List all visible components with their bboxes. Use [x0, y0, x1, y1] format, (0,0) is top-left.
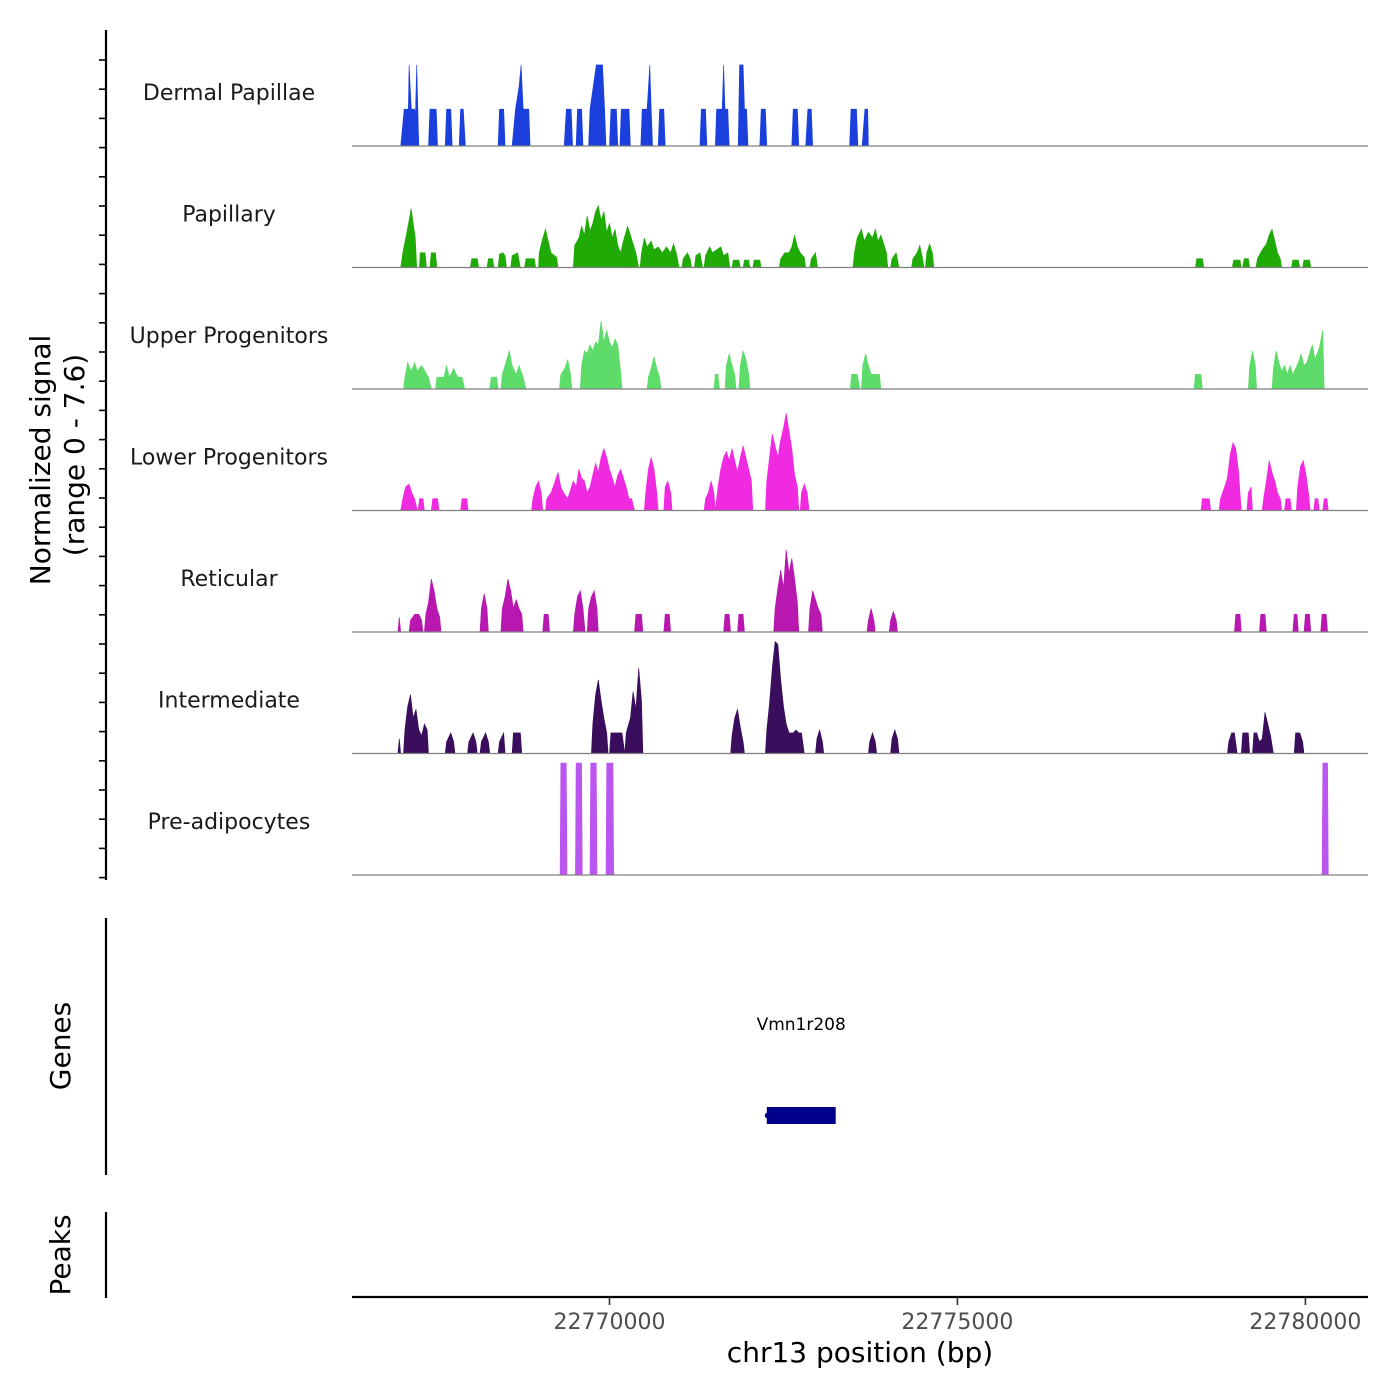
track-label: Intermediate	[158, 689, 300, 714]
track-papillary: Papillary	[182, 203, 1368, 269]
track-upper-progenitors: Upper Progenitors	[130, 321, 1368, 390]
x-axis-ticks: 22770000 22775000 22780000	[554, 1297, 1361, 1335]
track-reticular: Reticular	[180, 549, 1368, 633]
track-label: Reticular	[180, 567, 278, 592]
gene-strand-marker	[764, 1112, 771, 1119]
y-axis-range: (range 0 - 7.6)	[58, 354, 91, 556]
track-pre-adipocytes: Pre-adipocytes	[148, 762, 1368, 876]
track-lower-progenitors: Lower Progenitors	[130, 413, 1368, 512]
track-label: Dermal Papillae	[143, 81, 315, 106]
genes-panel-title: Genes	[44, 1002, 77, 1090]
coverage-area	[400, 64, 869, 147]
coverage-area	[403, 321, 1325, 390]
coverage-area	[397, 549, 1328, 633]
coverage-area	[397, 640, 1305, 754]
x-tick-label: 22775000	[901, 1310, 1013, 1335]
coverage-area	[400, 413, 1329, 511]
y-axis-title: Normalized signal	[24, 335, 57, 586]
gene-body	[766, 1107, 836, 1124]
peaks-panel-title: Peaks	[44, 1214, 77, 1295]
x-tick-label: 22780000	[1249, 1310, 1361, 1335]
track-label: Pre-adipocytes	[148, 810, 311, 835]
coverage-tracks: Dermal Papillae Papillary Upper Progenitor…	[130, 64, 1368, 876]
coverage-y-axis	[99, 30, 108, 880]
gene-track: Vmn1r208	[757, 1015, 846, 1124]
track-label: Papillary	[182, 203, 276, 228]
track-label: Lower Progenitors	[130, 446, 328, 471]
gene-label: Vmn1r208	[757, 1015, 846, 1035]
track-label: Upper Progenitors	[130, 324, 329, 349]
track-dermal-papillae: Dermal Papillae	[143, 64, 1368, 147]
track-intermediate: Intermediate	[158, 640, 1368, 755]
coverage-area	[400, 204, 1312, 268]
x-tick-label: 22770000	[554, 1310, 666, 1335]
x-axis-title: chr13 position (bp)	[727, 1336, 993, 1369]
coverage-area	[559, 762, 1329, 876]
